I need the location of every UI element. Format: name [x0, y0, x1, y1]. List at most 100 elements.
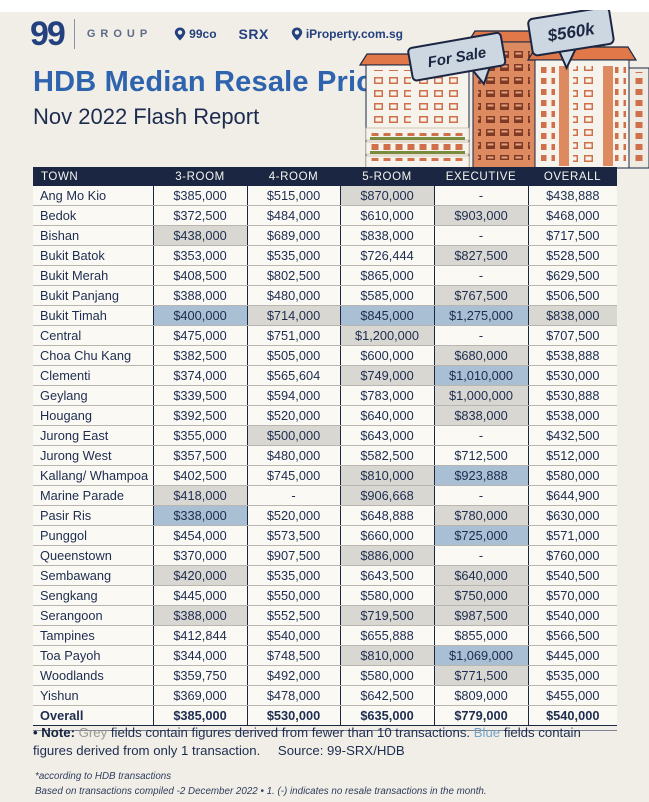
price-table-wrap: TOWN 3-ROOM 4-ROOM 5-ROOM EXECUTIVE OVERALL A… [33, 167, 617, 731]
price-cell: $420,000 [152, 565, 247, 586]
town-cell: Bukit Merah [33, 265, 153, 286]
price-cell: $540,500 [527, 565, 617, 586]
table-row: Pasir Ris $338,000 $520,000 $648,888 $780,00… [33, 505, 617, 526]
price-cell: $594,000 [246, 385, 340, 406]
column-header-3-room: 3-ROOM [153, 167, 247, 186]
price-cell: $630,000 [527, 505, 617, 526]
price-cell: $640,000 [339, 405, 434, 426]
price-cell: - [433, 225, 528, 246]
town-cell: Punggol [33, 525, 153, 546]
town-cell: Bukit Timah [33, 305, 153, 326]
price-cell: $388,000 [152, 605, 247, 626]
price-cell: $445,000 [527, 645, 617, 666]
price-cell: $870,000 [339, 186, 434, 206]
footnotes: *according to HDB transactions Based on … [35, 770, 487, 799]
price-cell: $388,000 [152, 285, 247, 306]
table-header: TOWN 3-ROOM 4-ROOM 5-ROOM EXECUTIVE OVERALL [33, 167, 617, 186]
price-cell: $923,888 [433, 465, 528, 486]
table-row: Toa Payoh $344,000 $748,500 $810,000 $1,069,… [33, 645, 617, 666]
note-grey-word: Grey [78, 725, 108, 740]
brand-bar: 99 GROUP 99co SRX iProperty.com.sg [30, 16, 425, 52]
price-cell: $771,500 [433, 665, 528, 686]
town-cell: Ang Mo Kio [33, 186, 153, 206]
price-cell: $475,000 [152, 325, 247, 346]
price-cell: $468,000 [527, 205, 617, 226]
town-cell: Hougang [33, 405, 153, 426]
price-cell: $455,000 [527, 685, 617, 706]
table-row: Sengkang $445,000 $550,000 $580,000 $750,000… [33, 585, 617, 606]
town-cell: Marine Parade [33, 485, 153, 506]
partner-iproperty-label: iProperty.com.sg [305, 27, 403, 41]
price-cell: $530,888 [527, 385, 617, 406]
price-cell: $566,500 [527, 625, 617, 646]
price-cell: $644,900 [527, 485, 617, 506]
price-cell: $412,844 [152, 625, 247, 646]
table-row: Queenstown $370,000 $907,500 $886,000- $760,… [33, 545, 617, 566]
price-cell: $635,000 [339, 705, 434, 726]
table-row: Bukit Panjang $388,000 $480,000 $585,000 $76… [33, 285, 617, 306]
price-cell: $580,000 [339, 585, 434, 606]
price-cell: $783,000 [339, 385, 434, 406]
price-cell: $907,500 [246, 545, 340, 566]
table-row: Bedok $372,500 $484,000 $610,000 $903,000 $46… [33, 205, 617, 226]
price-cell: $438,000 [152, 225, 247, 246]
town-cell: Tampines [33, 625, 153, 646]
price-cell: $432,500 [527, 425, 617, 446]
column-header-4-room: 4-ROOM [247, 167, 340, 186]
table-row: Bukit Merah $408,500 $802,500 $865,000- $629… [33, 265, 617, 286]
price-cell: $528,500 [527, 245, 617, 266]
price-cell: $719,500 [339, 605, 434, 626]
price-cell: $506,500 [527, 285, 617, 306]
town-cell: Pasir Ris [33, 505, 153, 526]
note-label: • Note: [33, 725, 75, 740]
town-cell: Bishan [33, 225, 153, 246]
price-cell: $570,000 [527, 585, 617, 606]
price-cell: $660,000 [339, 525, 434, 546]
table-row: Kallang/ Whampoa $402,500 $745,000 $810,000… [33, 465, 617, 486]
price-cell: $344,000 [152, 645, 247, 666]
table-row: Jurong West $357,500 $480,000 $582,500 $712,… [33, 445, 617, 466]
table-row: Central $475,000 $751,000 $1,200,000- $707,5… [33, 325, 617, 346]
price-cell: - [433, 265, 528, 286]
table-row: Choa Chu Kang $382,500 $505,000 $600,000 $68… [33, 345, 617, 366]
price-cell: $767,500 [433, 285, 528, 306]
footnote-line-1: *according to HDB transactions [35, 771, 172, 782]
table-row: Woodlands $359,750 $492,000 $580,000 $771,50… [33, 665, 617, 686]
price-cell: $454,000 [152, 525, 247, 546]
price-cell: $540,000 [246, 625, 340, 646]
price-cell: $374,000 [152, 365, 247, 386]
price-cell: $780,000 [433, 505, 528, 526]
price-cell: $643,000 [339, 425, 434, 446]
column-header-executive: EXECUTIVE [434, 167, 528, 186]
town-cell: Kallang/ Whampoa [33, 465, 153, 486]
price-cell: $535,000 [527, 665, 617, 686]
price-cell: $717,500 [527, 225, 617, 246]
price-cell: $987,500 [433, 605, 528, 626]
price-cell: $353,000 [152, 245, 247, 266]
price-cell: $418,000 [152, 485, 247, 506]
price-cell: $408,500 [152, 265, 247, 286]
price-cell: $580,000 [527, 465, 617, 486]
town-cell: Sembawang [33, 565, 153, 586]
price-cell: $445,000 [152, 585, 247, 606]
table-row: Marine Parade $418,000- $906,668- $644,900 [33, 485, 617, 506]
column-header-town: TOWN [33, 167, 153, 186]
town-cell: Central [33, 325, 153, 346]
town-cell: Bedok [33, 205, 153, 226]
price-cell: $855,000 [433, 625, 528, 646]
price-cell: $385,000 [152, 705, 247, 726]
table-row: Yishun $369,000 $478,000 $642,500 $809,000 $4… [33, 685, 617, 706]
price-cell: - [433, 485, 528, 506]
price-cell: $750,000 [433, 585, 528, 606]
price-cell: $512,000 [527, 445, 617, 466]
median-resale-price-table: TOWN 3-ROOM 4-ROOM 5-ROOM EXECUTIVE OVERALL A… [33, 167, 617, 726]
price-cell: $400,000 [152, 305, 247, 326]
hdb-buildings-illustration: For Sale $560k [358, 6, 649, 170]
footnote-line-2: Based on transactions compiled -2 Decemb… [35, 785, 487, 797]
price-cell: $629,500 [527, 265, 617, 286]
table-end-line [33, 730, 617, 731]
price-cell: $809,000 [433, 685, 528, 706]
price-cell: $565,604 [246, 365, 340, 386]
price-cell: $1,010,000 [433, 365, 528, 386]
price-cell: $749,000 [339, 365, 434, 386]
